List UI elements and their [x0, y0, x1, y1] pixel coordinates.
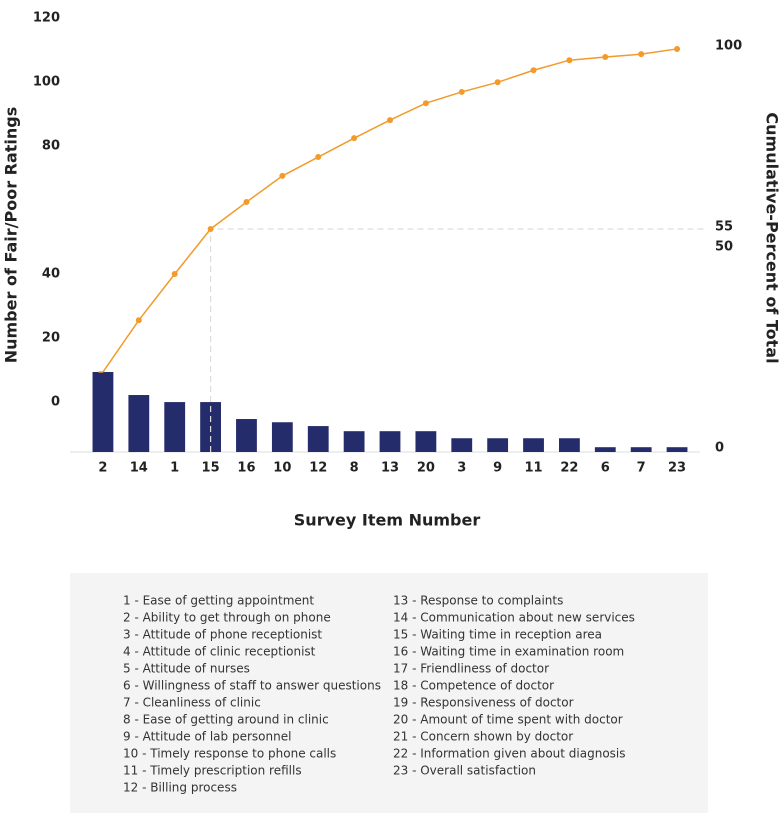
y2-tick-label: 50	[715, 240, 733, 255]
key-item: 22 - Information given about diagnosis	[393, 747, 626, 761]
bar	[523, 438, 544, 452]
line-point	[171, 270, 178, 277]
key-item: 16 - Waiting time in examination room	[393, 645, 624, 659]
line-point	[315, 154, 322, 161]
key-panel	[70, 573, 708, 813]
key-item: 19 - Responsiveness of doctor	[393, 696, 574, 710]
y-tick-label: 40	[42, 267, 60, 282]
x-tick-label: 8	[350, 461, 359, 476]
line-point	[207, 225, 214, 232]
line-point	[387, 117, 393, 124]
line-point	[530, 67, 537, 74]
bar	[92, 371, 114, 452]
x-tick-label: 1	[170, 461, 179, 476]
key-item: 9 - Attitude of lab personnel	[123, 730, 291, 744]
x-tick-label: 20	[417, 461, 435, 476]
x-tick-label: 2	[98, 461, 107, 476]
line-point	[243, 199, 250, 206]
line-point	[458, 88, 465, 95]
y-axis-title: Number of Fair/Poor Ratings	[2, 107, 21, 364]
bar	[307, 426, 329, 452]
key-item: 5 - Attitude of nurses	[123, 662, 250, 676]
key-item: 14 - Communication about new services	[393, 611, 635, 625]
line-point	[494, 79, 501, 86]
bar	[271, 422, 293, 452]
x-tick-label: 22	[560, 461, 578, 476]
x-tick-label: 11	[524, 461, 542, 476]
y2-axis-title: Cumulative-Percent of Total	[763, 112, 781, 363]
bar	[451, 438, 473, 452]
y2-tick-label: 100	[715, 39, 742, 54]
bar	[559, 438, 580, 452]
key-item: 10 - Timely response to phone calls	[123, 747, 336, 761]
key-item: 2 - Ability to get through on phone	[123, 611, 331, 625]
x-tick-label: 12	[309, 461, 327, 476]
key-item: 12 - Billing process	[123, 781, 237, 795]
key-item: 3 - Attitude of phone receptionist	[123, 628, 322, 642]
key-item: 7 - Cleanliness of clinic	[123, 696, 261, 710]
bar	[343, 431, 365, 452]
line-point	[674, 45, 681, 52]
bar	[666, 447, 688, 452]
guide-line	[209, 228, 705, 452]
key-item: 21 - Concern shown by doctor	[393, 730, 573, 744]
key-item: 18 - Competence of doctor	[393, 679, 554, 693]
key-item: 23 - Overall satisfaction	[393, 764, 536, 778]
line-point	[638, 51, 645, 58]
y-tick-label: 0	[51, 395, 60, 410]
line-point	[602, 53, 609, 60]
key-item: 8 - Ease of getting around in clinic	[123, 713, 329, 727]
y2-tick-label: 0	[715, 440, 724, 455]
bar	[630, 447, 652, 452]
key-item: 15 - Waiting time in reception area	[393, 628, 602, 642]
y-tick-label: 120	[33, 11, 60, 26]
bar	[379, 431, 401, 452]
line-point	[279, 172, 286, 179]
x-tick-label: 13	[381, 461, 399, 476]
line-point	[135, 317, 142, 324]
y-tick-label: 100	[33, 75, 60, 90]
x-tick-label: 7	[637, 461, 646, 476]
line-point	[566, 57, 573, 64]
cumulative-line	[102, 48, 678, 373]
bar	[164, 402, 186, 452]
key-item: 17 - Friendliness of doctor	[393, 662, 549, 676]
bar	[594, 447, 616, 452]
x-tick-label: 16	[237, 461, 255, 476]
key-item: 4 - Attitude of clinic receptionist	[123, 645, 316, 659]
key-item: 6 - Willingness of staff to answer quest…	[123, 679, 381, 693]
x-tick-label: 23	[668, 461, 686, 476]
key-item: 13 - Response to complaints	[393, 594, 563, 608]
x-tick-label: 6	[601, 461, 610, 476]
y-tick-label: 80	[42, 139, 60, 154]
x-tick-label: 14	[130, 461, 148, 476]
bar	[415, 431, 437, 452]
x-tick-label: 15	[202, 461, 220, 476]
bar	[236, 419, 257, 452]
x-tick-label: 10	[273, 461, 291, 476]
x-tick-label: 9	[493, 461, 502, 476]
y2-tick-label: 55	[715, 219, 733, 234]
y-tick-label: 20	[42, 331, 60, 346]
x-axis-title: Survey Item Number	[294, 511, 481, 530]
key-item: 20 - Amount of time spent with doctor	[393, 713, 623, 727]
x-tick-label: 3	[457, 461, 466, 476]
bar	[487, 438, 509, 452]
key-item: 1 - Ease of getting appointment	[123, 594, 314, 608]
line-point	[351, 135, 358, 142]
line-point	[422, 100, 429, 107]
key-item: 11 - Timely prescription refills	[123, 764, 302, 778]
bar	[128, 395, 150, 452]
